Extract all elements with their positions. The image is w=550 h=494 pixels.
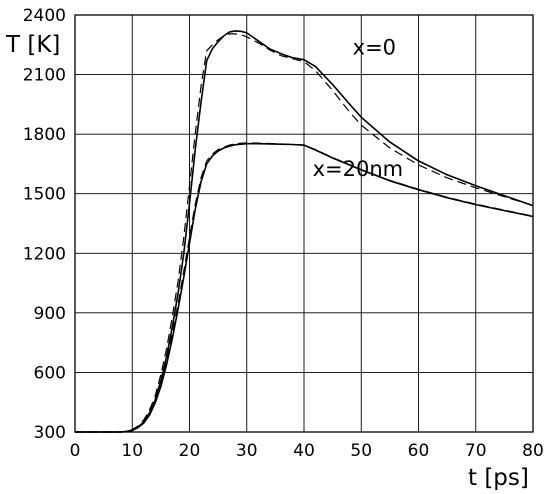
y-tick-label: 1200: [23, 244, 66, 264]
x-tick-label: 60: [408, 441, 430, 461]
x-tick-label: 0: [70, 441, 81, 461]
x-tick-label: 30: [236, 441, 258, 461]
y-axis-label: T [K]: [5, 32, 60, 58]
plot-frame: [74, 14, 534, 433]
y-tick-label: 2400: [23, 6, 66, 26]
x-tick-label: 10: [121, 441, 143, 461]
x-tick-label: 50: [350, 441, 372, 461]
annotation-x0: x=0: [353, 36, 396, 60]
x-tick-label: 20: [179, 441, 201, 461]
tick-labels: 300 600 900 1200 1500 1800 2100 2400 0 10 20 30 40 50…: [23, 6, 544, 461]
series-line-4-dashed: [75, 142, 534, 433]
y-tick-label: 900: [34, 304, 66, 324]
y-tick-label: 300: [34, 423, 66, 443]
grid: [75, 15, 533, 432]
y-tick-label: 600: [34, 363, 66, 383]
x-axis-label: t [ps]: [468, 465, 529, 491]
annotation-x20nm: x=20nm: [313, 157, 404, 181]
y-tick-label: 1800: [23, 125, 66, 145]
x-tick-label: 70: [465, 441, 487, 461]
series-lines: [75, 30, 534, 433]
x-tick-label: 40: [293, 441, 315, 461]
x-tick-label: 80: [522, 441, 544, 461]
series-line-2-dashed: [75, 33, 534, 433]
y-tick-label: 2100: [23, 66, 66, 86]
y-tick-label: 1500: [23, 185, 66, 205]
